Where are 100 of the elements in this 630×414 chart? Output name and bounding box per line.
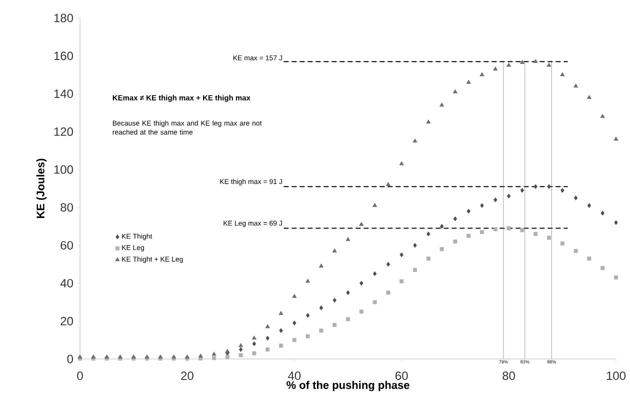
point <box>78 354 82 358</box>
y-tick-label: 180 <box>54 14 74 22</box>
point <box>359 310 364 314</box>
point <box>104 354 110 358</box>
point <box>400 279 404 284</box>
point <box>131 354 136 358</box>
point <box>292 338 296 342</box>
point <box>158 354 163 358</box>
point <box>586 94 592 99</box>
point <box>252 336 256 340</box>
x-tick-label: 40 <box>288 372 301 380</box>
point <box>440 102 444 107</box>
point <box>452 89 458 94</box>
point <box>587 203 592 208</box>
y-tick-label: 20 <box>60 316 74 326</box>
point <box>332 322 337 327</box>
point <box>574 196 578 200</box>
point <box>466 234 471 238</box>
point <box>560 241 564 246</box>
point <box>172 354 176 358</box>
point <box>372 202 378 207</box>
point <box>520 188 524 193</box>
point <box>372 271 377 276</box>
x-tick-label: 80 <box>502 372 516 380</box>
point <box>466 80 471 84</box>
point <box>506 194 511 198</box>
x-axis-title: % of the pushing phase <box>286 380 410 392</box>
point <box>118 354 122 358</box>
point <box>506 62 512 67</box>
point <box>386 290 390 295</box>
point <box>266 336 270 341</box>
point <box>252 341 256 346</box>
x-tick-label: 100 <box>606 372 626 380</box>
point <box>560 188 564 193</box>
point <box>440 247 444 252</box>
point <box>306 313 310 318</box>
point <box>346 290 350 296</box>
point <box>346 317 350 322</box>
point <box>453 240 458 244</box>
point <box>346 237 350 242</box>
point <box>318 264 324 268</box>
point <box>238 347 243 352</box>
point <box>91 354 96 358</box>
point <box>614 276 618 280</box>
point <box>292 294 297 298</box>
point <box>360 280 364 286</box>
point <box>546 236 551 240</box>
point <box>453 216 458 222</box>
point <box>292 320 296 326</box>
y-tick-label: 80 <box>60 203 74 212</box>
point <box>399 161 404 166</box>
point <box>184 354 190 358</box>
y-tick-label: 0 <box>67 354 74 364</box>
point <box>534 184 538 189</box>
y-tick-label: 100 <box>54 165 74 174</box>
x-tick-label: 0 <box>77 372 83 380</box>
point <box>359 222 364 226</box>
point <box>494 197 498 202</box>
point <box>480 230 484 234</box>
point <box>332 298 336 303</box>
point <box>547 184 551 189</box>
point <box>238 343 244 348</box>
point <box>332 248 337 252</box>
point <box>266 348 270 352</box>
point <box>426 120 431 124</box>
point <box>600 114 605 118</box>
point <box>440 224 444 229</box>
y-tick-label: 60 <box>60 241 74 250</box>
y-axis-title: KE (Joules) <box>36 158 47 218</box>
point <box>386 262 390 267</box>
point <box>198 354 203 358</box>
point <box>225 355 230 360</box>
point <box>212 356 216 360</box>
point <box>426 256 430 261</box>
point <box>520 60 524 64</box>
x-tick-label: 20 <box>181 372 194 380</box>
point <box>587 256 592 261</box>
point <box>533 58 538 63</box>
x-tick-label: 60 <box>396 372 408 380</box>
point <box>279 328 283 333</box>
y-tick-label: 120 <box>54 127 74 136</box>
point <box>466 208 470 214</box>
point <box>600 210 604 216</box>
point <box>144 354 150 358</box>
point <box>493 66 498 71</box>
point <box>265 324 270 328</box>
point <box>520 228 524 232</box>
point <box>319 305 324 310</box>
point <box>306 278 310 283</box>
y-tick-label: 40 <box>60 278 74 288</box>
point <box>238 353 243 358</box>
point <box>574 84 578 88</box>
point <box>480 72 484 76</box>
point <box>546 62 552 67</box>
point <box>225 348 230 353</box>
point <box>372 300 377 304</box>
point <box>279 344 283 348</box>
point <box>212 352 216 356</box>
point <box>400 252 404 258</box>
point <box>426 232 430 236</box>
